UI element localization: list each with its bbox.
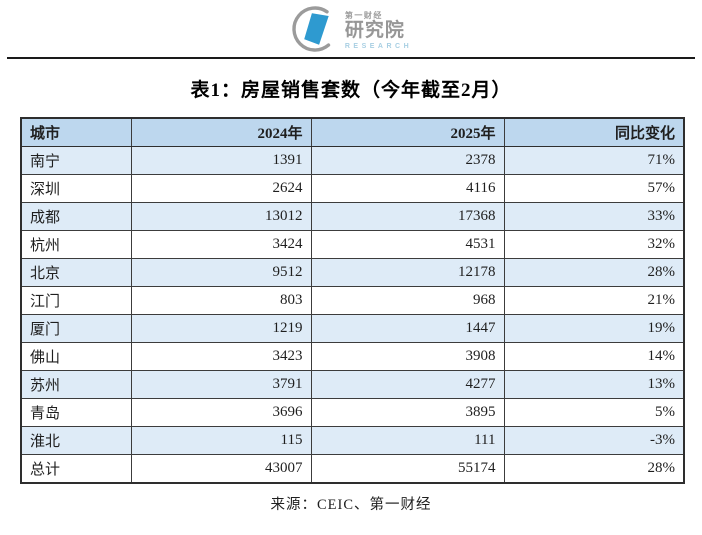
table-row: 成都 13012 17368 33% [20,202,685,231]
value-cell: 3423 [130,342,312,371]
city-cell: 苏州 [20,370,132,399]
yicai-research-logo: 第一财经 研究院 RESEARCH [0,0,702,56]
table-row: 淮北 115 111 -3% [20,426,685,455]
city-cell: 总计 [20,454,132,484]
value-cell: 3424 [130,230,312,259]
value-cell: 115 [130,426,312,455]
value-cell: 28% [503,258,685,287]
value-cell: 3908 [310,342,505,371]
value-cell: 5% [503,398,685,427]
source-note: 来源：CEIC、第一财经 [270,497,432,513]
value-cell: 71% [503,146,685,175]
city-cell: 杭州 [20,230,132,259]
table-row: 佛山 3423 3908 14% [20,342,685,371]
value-cell: 12178 [310,258,505,287]
logo-wordmark: 第一财经 研究院 RESEARCH [344,11,413,51]
value-cell: 4116 [310,174,505,203]
city-cell: 北京 [20,258,132,287]
value-cell: 21% [503,286,685,315]
table-row: 北京 9512 12178 28% [20,258,685,287]
value-cell: -3% [503,426,685,455]
value-cell: 1447 [310,314,505,343]
value-cell: 13% [503,370,685,399]
value-cell: 1391 [130,146,312,175]
table-body: 南宁 1391 2378 71% 深圳 2624 4116 57% 成都 13012 17368 33… [20,146,685,484]
value-cell: 13012 [130,202,312,231]
header-row: 城市 2024年 2025年 同比变化 [20,117,685,147]
value-cell: 43007 [130,454,312,484]
city-cell: 深圳 [20,174,132,203]
value-cell: 14% [503,342,685,371]
column-header-1: 2024年 [130,117,312,147]
value-cell: 3791 [130,370,312,399]
value-cell: 28% [503,454,685,484]
city-cell: 佛山 [20,342,132,371]
value-cell: 3696 [130,398,312,427]
table-row: 杭州 3424 4531 32% [20,230,685,259]
city-cell: 厦门 [20,314,132,343]
table-row: 总计 43007 55174 28% [20,454,685,484]
value-cell: 3895 [310,398,505,427]
logo-brand-small: 第一财经 [344,11,383,20]
city-cell: 江门 [20,286,132,315]
table-row: 苏州 3791 4277 13% [20,370,685,399]
value-cell: 32% [503,230,685,259]
value-cell: 4531 [310,230,505,259]
table-row: 厦门 1219 1447 19% [20,314,685,343]
value-cell: 968 [310,286,505,315]
value-cell: 4277 [310,370,505,399]
value-cell: 19% [503,314,685,343]
value-cell: 111 [310,426,505,455]
value-cell: 9512 [130,258,312,287]
value-cell: 17368 [310,202,505,231]
column-header-2: 2025年 [310,117,505,147]
value-cell: 33% [503,202,685,231]
table-title: 表1：房屋销售套数（今年截至2月） [190,80,512,101]
header-divider [7,57,695,59]
table-row: 深圳 2624 4116 57% [20,174,685,203]
value-cell: 55174 [310,454,505,484]
value-cell: 2378 [310,146,505,175]
value-cell: 2624 [130,174,312,203]
table-row: 青岛 3696 3895 5% [20,398,685,427]
housing-sales-table: 城市 2024年 2025年 同比变化 南宁 1391 2378 71% 深圳 2624 4116… [20,117,685,484]
value-cell: 1219 [130,314,312,343]
table-row: 江门 803 968 21% [20,286,685,315]
table-row: 南宁 1391 2378 71% [20,146,685,175]
column-header-0: 城市 [20,117,132,147]
city-cell: 淮北 [20,426,132,455]
city-cell: 成都 [20,202,132,231]
logo-brand-main: 研究院 [344,20,405,41]
city-cell: 南宁 [20,146,132,175]
column-header-3: 同比变化 [503,117,685,147]
value-cell: 803 [130,286,312,315]
city-cell: 青岛 [20,398,132,427]
yicai-logo-icon [290,4,340,59]
value-cell: 57% [503,174,685,203]
logo-brand-sub: RESEARCH [344,43,413,50]
